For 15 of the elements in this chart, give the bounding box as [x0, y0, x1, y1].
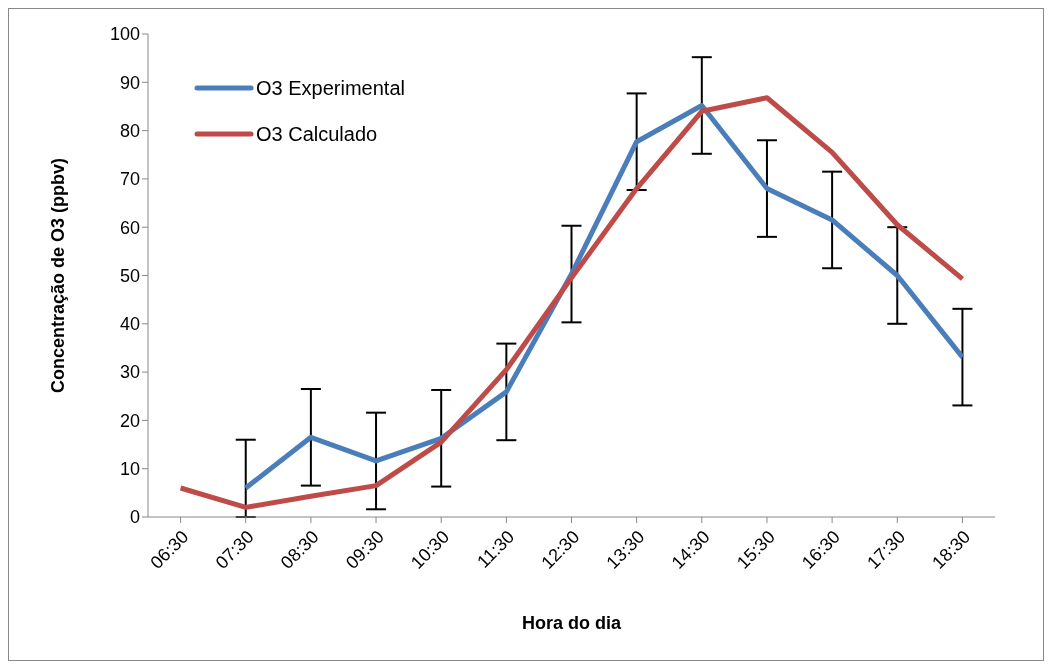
- y-tick-label: 20: [119, 410, 140, 431]
- legend-label: O3 Calculado: [256, 122, 378, 146]
- y-tick-label: 100: [109, 24, 140, 45]
- y-tick-label: 80: [119, 120, 140, 141]
- x-axis-title: Hora do dia: [521, 613, 622, 633]
- y-tick-label: 70: [119, 169, 140, 190]
- y-axis-title: Concentração de O3 (ppbv): [48, 157, 69, 394]
- y-tick-label: 40: [119, 314, 140, 335]
- y-tick-label: 90: [119, 72, 140, 93]
- legend-label: O3 Experimental: [256, 76, 405, 100]
- y-tick-label: 0: [129, 507, 140, 528]
- y-tick-label: 30: [119, 362, 140, 383]
- y-tick-label: 60: [119, 217, 140, 238]
- y-tick-label: 50: [119, 265, 140, 286]
- y-tick-label: 10: [119, 459, 140, 480]
